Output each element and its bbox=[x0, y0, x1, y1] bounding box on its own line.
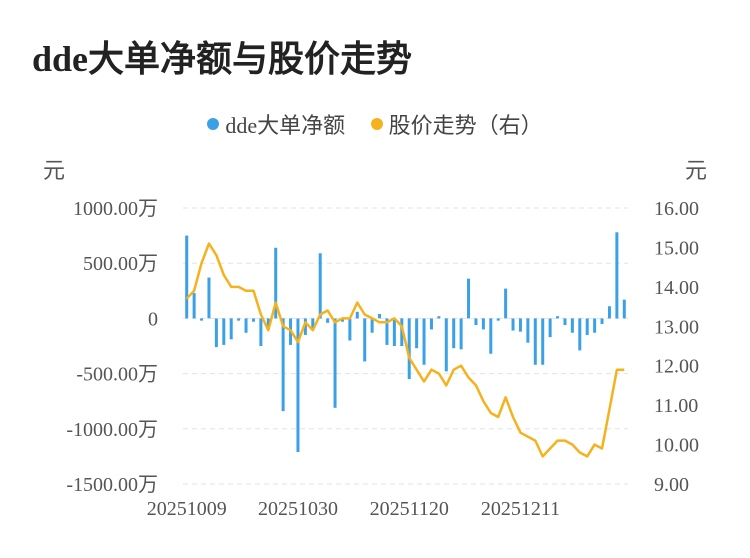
x-tick-label: 20251211 bbox=[481, 498, 560, 520]
legend: dde大单净额 股价走势（右） bbox=[0, 108, 750, 140]
dde-bar bbox=[607, 306, 611, 319]
y-right-tick-label: 9.00 bbox=[654, 474, 689, 496]
y-right-tick-label: 13.00 bbox=[654, 316, 699, 338]
y-left-tick-label: 500.00万 bbox=[83, 253, 158, 275]
x-tick-label: 20251009 bbox=[147, 498, 227, 520]
dde-bar bbox=[244, 318, 248, 333]
dde-bar bbox=[489, 318, 493, 354]
y-right-tick-label: 15.00 bbox=[654, 237, 699, 259]
y-right-tick-label: 11.00 bbox=[654, 395, 698, 417]
right-unit-label: 元 bbox=[685, 158, 707, 183]
dde-bar bbox=[437, 316, 441, 319]
y-left-tick-label: 0 bbox=[148, 308, 158, 330]
legend-label-price: 股价走势（右） bbox=[388, 113, 543, 138]
y-right-tick-label: 16.00 bbox=[654, 198, 699, 220]
dde-bar bbox=[378, 313, 382, 319]
dde-bar bbox=[311, 318, 315, 330]
dde-bar bbox=[200, 318, 204, 321]
dde-bar bbox=[340, 318, 344, 322]
y-right-tick-label: 14.00 bbox=[654, 277, 699, 299]
legend-dot-dde bbox=[207, 118, 220, 130]
dde-bar bbox=[563, 318, 567, 326]
dde-bar bbox=[600, 318, 604, 324]
dde-bar bbox=[459, 318, 463, 350]
dde-bar bbox=[548, 318, 552, 338]
dde-bar bbox=[229, 318, 233, 340]
dde-bar bbox=[474, 318, 478, 326]
dde-bar bbox=[237, 318, 241, 321]
dde-bar bbox=[526, 318, 530, 343]
dde-bar bbox=[355, 311, 359, 319]
y-left-tick-label: 1000.00万 bbox=[73, 198, 158, 220]
y-left-tick-label: -1000.00万 bbox=[66, 419, 158, 441]
x-tick-label: 20251030 bbox=[258, 498, 338, 520]
dde-bar bbox=[214, 318, 218, 348]
dde-bar bbox=[259, 318, 263, 346]
dde-bar bbox=[400, 318, 404, 346]
dde-bar bbox=[578, 318, 582, 351]
dde-bar bbox=[467, 278, 471, 319]
dde-bar bbox=[326, 318, 330, 323]
dde-bar bbox=[192, 293, 196, 319]
dde-bar bbox=[392, 318, 396, 346]
dde-bar bbox=[318, 253, 322, 319]
dde-bar bbox=[363, 318, 367, 362]
dde-bar bbox=[415, 318, 419, 349]
dde-bar bbox=[348, 318, 352, 341]
dde-bar bbox=[281, 318, 285, 412]
chart-title: dde大单净额与股价走势 bbox=[32, 39, 413, 79]
dde-bar bbox=[615, 232, 619, 319]
dde-bar bbox=[541, 318, 545, 365]
dde-bar bbox=[511, 318, 515, 331]
y-right-tick-label: 12.00 bbox=[654, 356, 699, 378]
dde-bar bbox=[429, 318, 433, 330]
dde-bar bbox=[222, 318, 226, 345]
dde-bar bbox=[518, 318, 522, 332]
dde-bar bbox=[593, 318, 597, 333]
dde-bar bbox=[444, 318, 448, 372]
dde-bar bbox=[370, 318, 374, 333]
legend-label-dde: dde大单净额 bbox=[225, 113, 346, 138]
dde-bar bbox=[585, 318, 589, 335]
legend-item-dde[interactable]: dde大单净额 bbox=[207, 108, 345, 140]
dde-bar bbox=[303, 318, 307, 335]
dde-bar bbox=[556, 316, 560, 319]
dde-bar bbox=[452, 318, 456, 349]
dde-bar bbox=[622, 299, 626, 319]
dde-bar bbox=[207, 277, 211, 319]
dde-bar bbox=[496, 318, 500, 321]
dde-bar bbox=[504, 288, 508, 319]
dde-bar bbox=[185, 235, 189, 319]
left-unit-label: 元 bbox=[43, 158, 65, 183]
legend-item-price[interactable]: 股价走势（右） bbox=[370, 108, 543, 140]
dde-bar bbox=[333, 318, 337, 408]
y-left-tick-label: -500.00万 bbox=[76, 364, 158, 386]
dde-bar bbox=[385, 318, 389, 345]
dde-bar bbox=[422, 318, 426, 365]
legend-dot-price bbox=[370, 118, 383, 130]
dde-bar bbox=[533, 318, 537, 365]
dde-bar bbox=[570, 318, 574, 333]
dde-bar bbox=[481, 318, 485, 330]
dde-bar bbox=[251, 318, 255, 322]
price-line bbox=[185, 242, 625, 458]
x-tick-label: 20251120 bbox=[370, 498, 449, 520]
y-left-tick-label: -1500.00万 bbox=[66, 474, 158, 496]
dde-bar bbox=[266, 318, 270, 328]
dde-bar bbox=[407, 318, 411, 380]
dde-bar bbox=[296, 318, 300, 452]
dde-bar bbox=[274, 247, 278, 319]
y-right-tick-label: 10.00 bbox=[654, 435, 699, 457]
